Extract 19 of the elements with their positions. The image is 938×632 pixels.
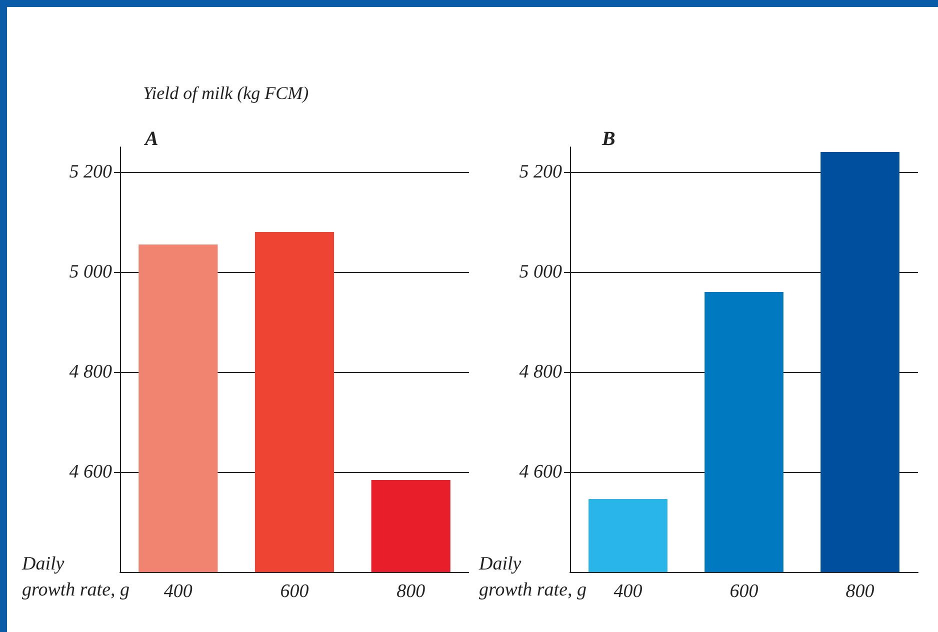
y-tick-label: 4 600 [519, 462, 562, 482]
chart-title: A [143, 128, 158, 150]
y-tick-label: 5 200 [519, 162, 562, 182]
x-tick-label: 400 [614, 581, 643, 602]
x-tick-label: 600 [280, 581, 310, 602]
x-tick-label: 400 [164, 581, 193, 602]
y-axis-title: Yield of milk (kg FCM) [143, 83, 309, 103]
x-tick-label: 600 [730, 581, 759, 602]
chart-title: B [601, 128, 616, 150]
y-tick-label: 4 600 [69, 462, 112, 482]
x-axis-title: Daily growth rate, g [478, 554, 586, 600]
x-tick-label: 800 [396, 581, 426, 602]
y-tick-label: 4 800 [519, 362, 562, 382]
y-tick-label: 5 000 [69, 262, 112, 282]
y-tick-label: 5 000 [519, 262, 562, 282]
x-tick-label: 800 [846, 581, 875, 602]
y-tick-label: 4 800 [69, 362, 112, 382]
x-axis-title: Daily growth rate, g [21, 554, 130, 600]
y-tick-label: 5 200 [69, 162, 112, 182]
